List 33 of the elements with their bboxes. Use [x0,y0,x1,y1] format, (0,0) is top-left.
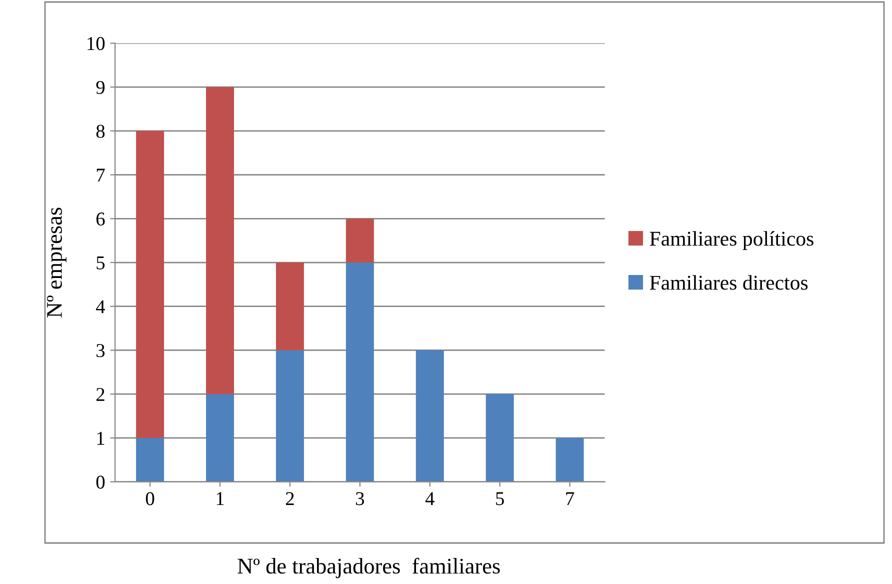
y-tick-label: 8 [96,124,105,138]
x-axis-title: Nº de trabajadores familiares [238,558,500,578]
y-tick-label: 1 [97,432,104,445]
y-tick-label: 4 [96,300,106,314]
y-tick-label: 3 [96,344,105,358]
bar [346,218,374,263]
y-tick-label: 5 [96,256,105,270]
x-tick-label: 2 [286,492,294,506]
x-tick-label: 3 [356,492,364,506]
x-tick-label: 7 [566,492,574,506]
x-tick-label: 5 [496,492,504,506]
bar [416,350,444,482]
legend-label: Familiares directos [650,275,808,290]
bar [136,130,164,438]
bar [276,350,304,482]
y-tick-label: 7 [96,168,105,182]
x-tick-label: 1 [216,492,224,506]
bar [206,394,234,482]
bar [556,438,584,482]
bar [276,262,304,350]
y-tick-label: 10 [88,37,105,50]
bar [206,87,234,394]
y-tick-label: 9 [96,80,105,94]
x-tick-label: 0 [146,492,154,506]
y-axis-title: Nº empresas [46,208,66,318]
x-tick-label: 4 [425,492,434,506]
y-tick-label: 2 [96,388,104,401]
y-tick-label: 6 [96,212,105,226]
legend-label: Familiares políticos [650,231,814,250]
bar [486,394,514,482]
y-tick-label: 0 [96,476,105,489]
bar [136,438,164,482]
bar [346,262,374,482]
